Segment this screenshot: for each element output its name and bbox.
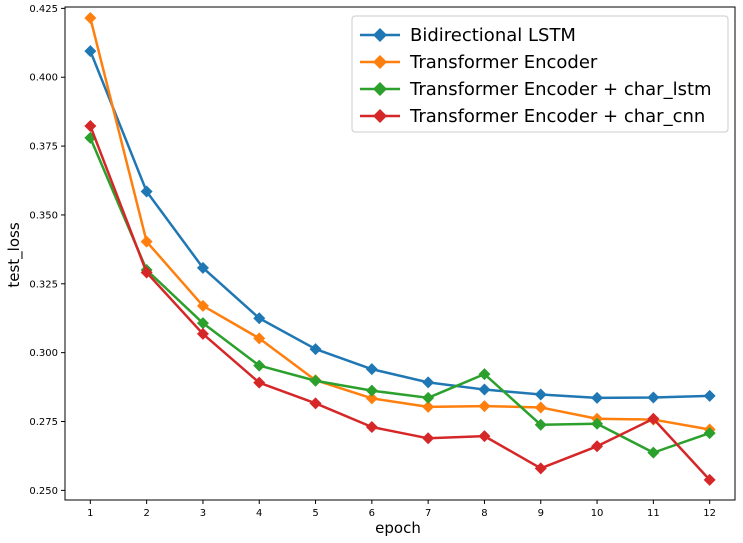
legend-label: Transformer Encoder + char_cnn [409,106,705,127]
x-tick-label: 7 [425,508,431,519]
data-point [534,418,547,431]
data-point [422,400,435,413]
legend: Bidirectional LSTM Transformer Encoder Tra… [351,15,729,133]
data-point [365,384,378,397]
y-tick-label: 0.400 [29,73,58,84]
series-line [89,17,710,431]
data-point [591,417,604,430]
data-point [253,359,266,372]
data-point [703,427,716,440]
data-point [196,327,209,340]
data-point [309,343,322,356]
series-line [89,50,710,400]
data-point [196,261,209,274]
data-point [140,185,153,198]
data-point [591,440,604,453]
x-tick-label: 1 [87,508,93,519]
data-point [196,317,209,330]
data-point [534,401,547,414]
data-point [84,45,97,58]
data-point [365,363,378,376]
data-point [422,391,435,404]
legend-label: Transformer Encoder + char_lstm [409,79,712,100]
data-point [84,119,97,132]
data-point [591,391,604,404]
data-point [196,299,209,312]
y-tick-label: 0.250 [29,486,58,497]
data-point [140,266,153,279]
x-tick-label: 8 [481,508,487,519]
x-tick-label: 12 [703,508,716,519]
x-tick-label: 4 [256,508,262,519]
data-point [478,430,491,443]
y-tick-label: 0.300 [29,348,58,359]
data-point [703,473,716,486]
plot-frame [64,6,736,501]
y-tick-label: 0.375 [29,142,58,153]
data-point [478,400,491,413]
data-point [253,376,266,389]
y-tick-label: 0.425 [29,4,58,15]
legend-marker [373,28,387,42]
legend-label: Bidirectional LSTM [410,25,576,46]
data-point [647,412,660,425]
legend-marker [373,82,387,96]
y-tick-label: 0.275 [29,417,58,428]
data-point [478,383,491,396]
y-tick-label: 0.325 [29,279,58,290]
axis-ticks: 1 2 3 4 5 6 7 8 9 10 11 120.2500.2750.3000.3250.350… [29,4,716,519]
data-point [534,462,547,475]
data-point [703,389,716,402]
data-point [365,392,378,405]
x-tick-label: 5 [312,508,318,519]
series-group [84,45,716,404]
data-point [534,388,547,401]
data-point [478,368,491,381]
data-point [422,432,435,445]
y-axis-label: test_loss [5,222,24,287]
data-point [309,397,322,410]
plot-area [84,12,716,486]
data-point [647,446,660,459]
legend-marker [373,109,387,123]
legend-label: Transformer Encoder [409,52,598,73]
data-point [309,374,322,387]
series-group [84,119,716,486]
data-point [365,421,378,434]
x-tick-label: 10 [591,508,604,519]
data-point [84,12,97,25]
x-tick-label: 2 [143,508,149,519]
x-tick-label: 11 [647,508,660,519]
x-tick-label: 9 [538,508,544,519]
data-point [140,235,153,248]
series-line [89,137,711,454]
x-tick-label: 3 [200,508,206,519]
y-tick-label: 0.350 [29,210,58,221]
legend-marker [373,55,387,69]
data-point [253,312,266,325]
x-tick-label: 6 [369,508,375,519]
data-point [253,332,266,345]
x-axis-label: epoch [375,519,421,537]
data-point [422,376,435,389]
data-point [647,391,660,404]
series-line [89,125,711,481]
legend-box [351,15,729,133]
